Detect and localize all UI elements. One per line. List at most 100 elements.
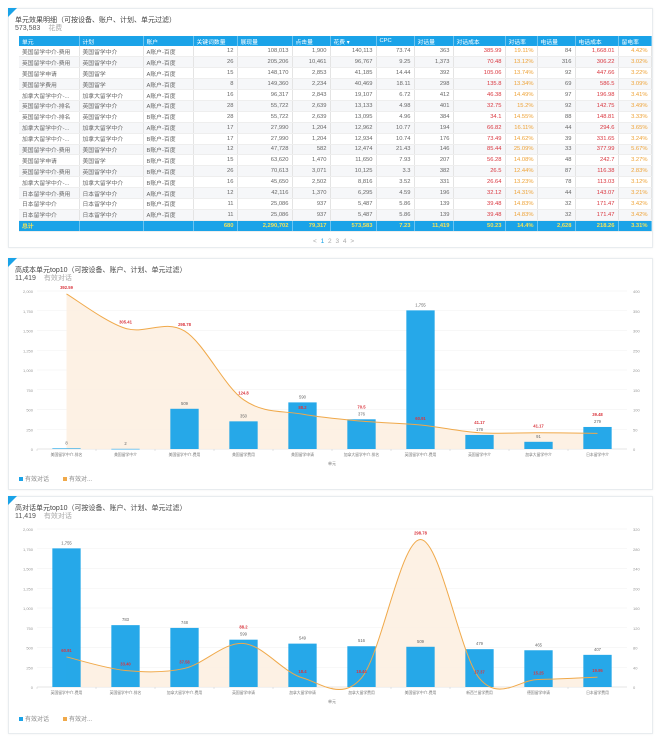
table-cell: 69 <box>537 78 576 91</box>
table-row[interactable]: 加拿大留学中介-... 加拿大留学中介 A账户-百度 16 96,317 2,843 19,… <box>19 89 652 101</box>
metric-value: 573,583 <box>15 25 41 32</box>
table-cell: 63,620 <box>237 154 293 167</box>
high-cost-combo-chart: 0 0 250 50 500 100 750 150 1,000 200 1,250 250 1,500… <box>23 285 640 466</box>
high-dialog-combo-chart: 0 0 250 40 500 80 750 120 1,000 160 1,250 200 1,500 2… <box>23 527 640 704</box>
table-row[interactable]: 日本留学中介-费用 日本留学中介 A账户-百度 12 42,116 1,370 6,295 4… <box>19 187 652 199</box>
legend-item-bar[interactable]: 有效对话 <box>19 474 49 483</box>
column-header[interactable]: 关键词数量 <box>193 36 238 46</box>
column-header[interactable]: 单元 <box>19 36 80 46</box>
table-cell: 27,990 <box>237 133 293 145</box>
table-row[interactable]: 英国留学中介-费用 英国留学中介 A账户-百度 26 205,206 10,461 96,7… <box>19 56 652 69</box>
prev-page-button[interactable]: < <box>313 238 317 245</box>
line-label: 41.17 <box>474 420 485 425</box>
table-row[interactable]: 加拿大留学中介-... 加拿大留学中介 B账户-百度 16 45,650 2,502 8,8… <box>19 176 652 189</box>
column-header[interactable]: 留电率 <box>618 36 652 46</box>
table-cell: A账户-百度 <box>143 187 194 199</box>
unit-detail-panel: 单元效果明细（可按设备、账户、计划、单元过滤） 573,583 花费 单元 计划 账户… <box>8 8 653 248</box>
table-cell: 14.55% <box>505 111 538 123</box>
x-tick-label: 美国留学中介-费用 <box>405 690 437 695</box>
page-1-button[interactable]: 1 <box>320 238 325 245</box>
table-row[interactable]: 日本留学中介 日本留学中介 B账户-百度 11 25,086 937 5,487 5.86 13… <box>19 198 652 210</box>
x-tick-label: 英国留学中介-费用 <box>405 452 437 457</box>
x-tick-label: 美国留学中介-费用 <box>169 452 201 457</box>
table-cell: A账户-百度 <box>143 78 194 91</box>
column-header[interactable]: 对话成本 <box>453 36 506 46</box>
column-header[interactable]: 花费 ▾ <box>330 36 377 46</box>
table-cell: 日本留学中介 <box>79 209 144 221</box>
table-row[interactable]: 日本留学中介 日本留学中介 A账户-百度 11 25,086 937 5,487 5.86 13… <box>19 209 652 221</box>
column-header[interactable]: 账户 <box>143 36 194 46</box>
table-cell: 3.42% <box>618 209 652 221</box>
table-cell: 加拿大留学中介 <box>79 89 144 101</box>
table-row[interactable]: 英国留学中介-费用 英国留学中介 B账户-百度 26 70,613 3,071 10,125… <box>19 165 652 178</box>
table-cell: 207 <box>414 154 454 167</box>
table-cell: 10.74 <box>376 133 415 145</box>
table-cell: 英国留学中介 <box>79 100 144 112</box>
table-row[interactable]: 美国留学费用 美国留学 A账户-百度 8 149,360 2,234 40,469 18.11… <box>19 78 652 91</box>
chart-legend: 有效对话 有效对... <box>19 474 92 483</box>
column-header[interactable]: 对话率 <box>505 36 538 46</box>
column-header[interactable]: 电话量 <box>537 36 576 46</box>
table-cell: 4.96 <box>376 111 415 123</box>
y-tick-left: 1,500 <box>23 567 34 572</box>
legend-item-line[interactable]: 有效对... <box>63 714 92 723</box>
column-header[interactable]: 电话成本 <box>575 36 619 46</box>
table-row[interactable]: 英国留学中介-排名 英国留学中介 A账户-百度 28 55,722 2,639 13,133… <box>19 100 652 112</box>
table-cell: 15 <box>193 154 238 167</box>
table-cell: 3.49% <box>618 100 652 112</box>
table-cell: 19.11% <box>505 46 538 58</box>
table-cell: 25,086 <box>237 198 293 210</box>
column-header[interactable]: 展现量 <box>237 36 293 46</box>
legend-item-line[interactable]: 有效对... <box>63 474 92 483</box>
table-cell: 英国留学中介 <box>79 165 144 178</box>
legend-item-bar[interactable]: 有效对话 <box>19 714 49 723</box>
table-cell: 英国留学中介-排名 <box>19 100 80 112</box>
table-cell: 70,613 <box>237 165 293 178</box>
y-tick-right: 0 <box>633 685 636 690</box>
table-cell: 149,360 <box>237 78 293 91</box>
y-tick-left: 500 <box>26 646 33 651</box>
table-cell: 3,071 <box>292 165 331 178</box>
y-tick-left: 2,000 <box>23 289 34 294</box>
page-2-button[interactable]: 2 <box>328 238 332 245</box>
table-row[interactable]: 英国留学中介-排名 英国留学中介 B账户-百度 28 55,722 2,639 13,095… <box>19 111 652 123</box>
line-label: 19.95 <box>592 668 603 673</box>
column-header[interactable]: 点击量 <box>292 36 331 46</box>
table-cell: 4.59 <box>376 187 415 199</box>
table-cell: 66.82 <box>453 122 506 134</box>
column-header[interactable]: 对话量 <box>414 36 454 46</box>
y-tick-left: 250 <box>26 665 33 670</box>
table-row[interactable]: 美国留学中介-费用 美国留学中介 B账户-百度 12 47,728 582 12,474 21… <box>19 144 652 156</box>
y-tick-right: 240 <box>633 567 640 572</box>
table-row[interactable]: 美国留学申请 美国留学 A账户-百度 15 148,170 2,853 41,185 14.4… <box>19 67 652 80</box>
table-cell: 14.31% <box>505 187 538 199</box>
table-cell: 美国留学 <box>79 154 144 167</box>
table-cell: 加拿大留学中介-... <box>19 133 80 145</box>
page-4-button[interactable]: 4 <box>342 238 347 245</box>
table-cell: 331 <box>414 176 454 189</box>
line-label: 298.78 <box>414 530 427 535</box>
page-3-button[interactable]: 3 <box>335 238 340 245</box>
column-header[interactable]: 计划 <box>79 36 144 46</box>
table-cell: 美国留学申请 <box>19 154 80 167</box>
table-cell: 11,650 <box>330 154 377 167</box>
table-cell: 16 <box>193 89 238 101</box>
bar <box>52 548 81 687</box>
table-row[interactable]: 美国留学中介-费用 美国留学中介 A账户-百度 12 108,013 1,900 140,1… <box>19 46 652 58</box>
bar <box>111 448 140 450</box>
table-cell: 8,816 <box>330 176 377 189</box>
table-cell: 3.24% <box>618 133 652 145</box>
table-row[interactable]: 美国留学申请 美国留学 B账户-百度 15 63,620 1,470 11,650 7.93 2… <box>19 154 652 167</box>
table-row[interactable]: 加拿大留学中介-... 加拿大留学中介 B账户-百度 17 27,990 1,204 12,… <box>19 133 652 145</box>
x-tick-label: 加拿大留学费用 <box>348 690 375 695</box>
table-cell: 7.93 <box>376 154 415 167</box>
table-row[interactable]: 加拿大留学中介-... 加拿大留学中介 A账户-百度 17 27,990 1,204 12,… <box>19 122 652 134</box>
column-header[interactable]: CPC <box>376 36 415 46</box>
next-page-button[interactable]: > <box>350 238 355 245</box>
y-tick-left: 1,750 <box>23 547 34 552</box>
x-axis-title: 单元 <box>328 698 336 704</box>
high-cost-chart-panel: 高成本单元top10（可按设备、账户、计划、单元过滤） 11,419 有效对话 0… <box>8 258 653 490</box>
chart-metric: 11,419 有效对话 <box>15 511 72 521</box>
table-cell: 13.74% <box>505 67 538 80</box>
table-cell: 1,370 <box>292 187 331 199</box>
